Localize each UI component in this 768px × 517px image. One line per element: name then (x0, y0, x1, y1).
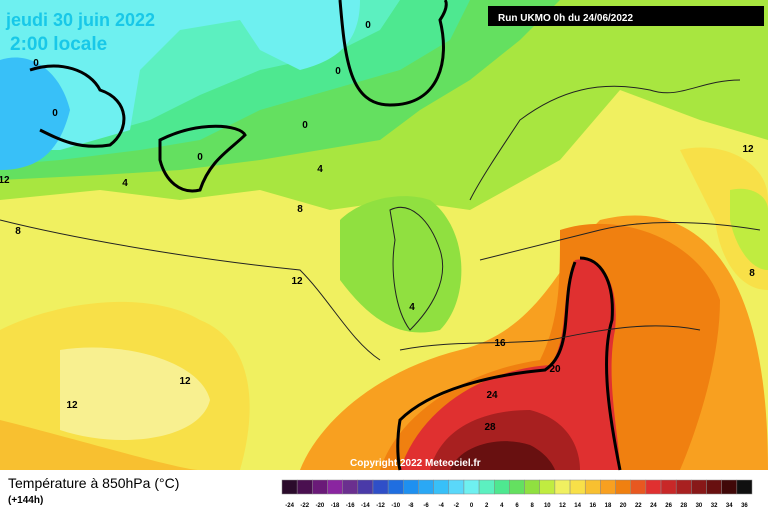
scale-swatch (509, 479, 525, 495)
scale-swatch (569, 479, 586, 495)
scale-swatch (403, 479, 419, 495)
scale-label: 32 (711, 503, 718, 509)
scale-label: -14 (361, 503, 370, 509)
scale-label: 28 (680, 503, 687, 509)
scale-swatch (296, 479, 313, 495)
scale-label: -2 (454, 503, 460, 509)
scale-swatch (600, 479, 616, 495)
scale-swatch (615, 479, 631, 495)
contour-label: 0 (335, 66, 341, 77)
contour-label: 0 (302, 120, 308, 131)
scale-swatch (342, 479, 359, 495)
scale-label: -24 (285, 503, 294, 509)
scale-label: 18 (605, 503, 612, 509)
contour-label: 20 (549, 364, 561, 375)
scale-label: -22 (300, 503, 309, 509)
legend-lead: (+144h) (8, 495, 43, 506)
contour-label: 0 (52, 108, 58, 119)
scale-swatch (387, 479, 404, 495)
scale-swatch (448, 479, 465, 495)
scale-label: 24 (650, 503, 657, 509)
contour-label: 12 (291, 276, 303, 287)
scale-swatch (478, 479, 495, 495)
scale-swatch (433, 479, 450, 495)
contour-label: 8 (749, 268, 755, 279)
contour-label: 24 (486, 390, 498, 401)
contour-label: 0 (33, 58, 39, 69)
contour-label: 16 (494, 338, 506, 349)
scale-swatch (721, 479, 738, 495)
contour-label: 4 (317, 164, 323, 175)
contour-label: 4 (409, 302, 415, 313)
legend-title: Température à 850hPa (°C) (8, 475, 179, 491)
scale-label: 36 (741, 503, 748, 509)
scale-label: 16 (589, 503, 596, 509)
scale-swatch (706, 479, 722, 495)
scale-label: -8 (408, 503, 414, 509)
scale-swatch (281, 479, 298, 495)
contour-label: 8 (15, 226, 21, 237)
scale-label: 2 (485, 503, 489, 509)
scale-swatch (463, 479, 480, 495)
scale-label: 22 (635, 503, 642, 509)
run-box (488, 6, 764, 26)
scale-label: 34 (726, 503, 733, 509)
scale-swatch (691, 479, 707, 495)
date: jeudi 30 juin 2022 (5, 10, 155, 30)
scale-swatch (327, 479, 343, 495)
scale-label: -12 (376, 503, 385, 509)
scale-label: 8 (530, 503, 534, 509)
scale-label: -4 (439, 503, 445, 509)
scale-swatch (357, 479, 374, 495)
scale-swatch (418, 479, 434, 495)
scale-swatch (660, 479, 677, 495)
run: Run UKMO 0h du 24/06/2022 (498, 13, 633, 24)
time: 2:00 locale (10, 34, 107, 55)
scale-label: 10 (544, 503, 551, 509)
copyright: Copyright 2022 Meteociel.fr (350, 458, 481, 469)
contour-label: 0 (197, 152, 203, 163)
scale-label: 14 (574, 503, 581, 509)
scale-label: -16 (346, 503, 355, 509)
scale-label: 20 (620, 503, 627, 509)
scale-label: -20 (316, 503, 325, 509)
scale-label: -6 (423, 503, 429, 509)
contour-label: 12 (66, 400, 78, 411)
scale-swatch (372, 479, 389, 495)
scale-label: 4 (500, 503, 504, 509)
scale-swatch (630, 479, 647, 495)
scale-label: 12 (559, 503, 566, 509)
contour-label: 8 (297, 204, 303, 215)
scale-label: 26 (665, 503, 672, 509)
contour-label: 12 (742, 144, 754, 155)
map (0, 0, 768, 471)
scale-swatch (554, 479, 571, 495)
scale-swatch (645, 479, 662, 495)
contour-label: 12 (0, 175, 10, 186)
scale-swatch (736, 479, 753, 495)
contour-label: 12 (179, 376, 191, 387)
scale-swatch (675, 479, 692, 495)
scale-swatch (539, 479, 556, 495)
scale-label: 6 (515, 503, 519, 509)
scale-label: -18 (331, 503, 340, 509)
scale-swatch (494, 479, 510, 495)
scale-label: -10 (391, 503, 400, 509)
contour-label: 28 (484, 422, 496, 433)
contour-label: 0 (365, 20, 371, 31)
scale-swatch (524, 479, 540, 495)
scale-swatch (312, 479, 328, 495)
contour-label: 4 (122, 178, 128, 189)
scale-label: 0 (470, 503, 474, 509)
scale-swatch (584, 479, 601, 495)
scale-label: 30 (696, 503, 703, 509)
